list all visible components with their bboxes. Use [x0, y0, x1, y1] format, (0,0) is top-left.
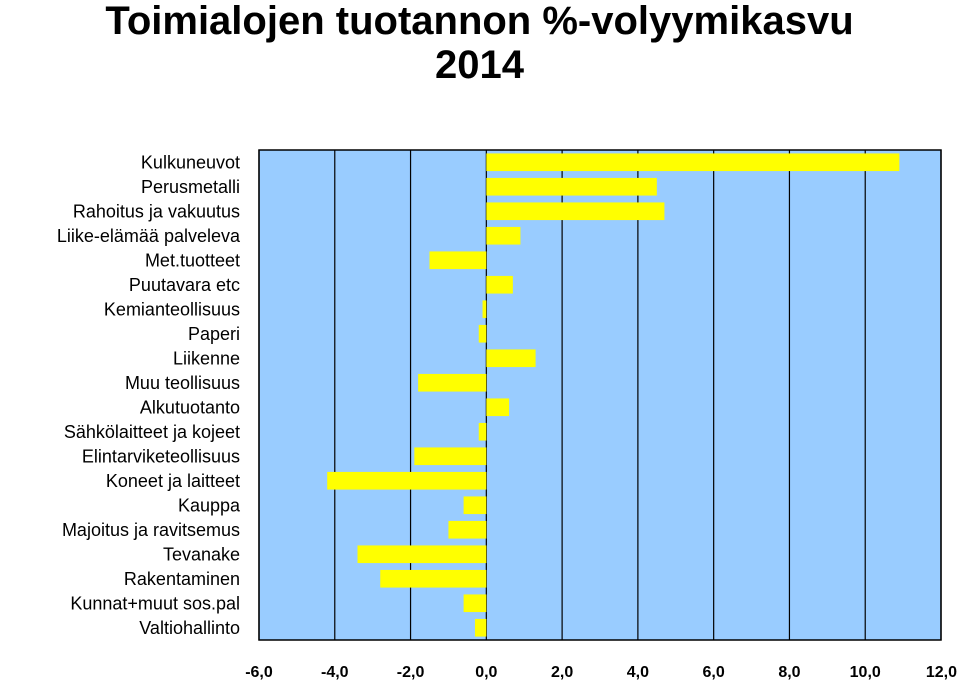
x-tick-label-7: 8,0 [778, 664, 800, 681]
bar-14 [463, 496, 487, 515]
bar-18 [463, 594, 487, 613]
bar-17 [380, 569, 487, 588]
category-label-19: Valtiohallinto [139, 618, 240, 638]
category-label-1: Perusmetalli [141, 177, 240, 197]
category-label-2: Rahoitus ja vakuutus [73, 201, 240, 221]
bar-5 [486, 275, 513, 294]
x-tick-label-2: -2,0 [397, 664, 425, 681]
bar-15 [448, 520, 487, 539]
category-label-0: Kulkuneuvot [141, 152, 240, 172]
x-tick-label-4: 2,0 [551, 664, 573, 681]
bar-8 [486, 349, 536, 368]
bar-13 [327, 471, 487, 490]
x-tick-label-6: 6,0 [703, 664, 725, 681]
category-label-16: Tevanake [163, 544, 240, 564]
gridlines [258, 150, 942, 640]
category-label-7: Paperi [188, 324, 240, 344]
x-tick-labels: -6,0 -4,0 -2,0 0,0 2,0 4,0 6,0 8,0 10,0 12,0 [245, 664, 957, 681]
x-tick-label-0: -6,0 [245, 664, 273, 681]
x-tick-label-5: 4,0 [627, 664, 649, 681]
bar-11 [478, 422, 487, 441]
chart-title-line2: 2014 [435, 43, 524, 87]
category-labels: Kulkuneuvot Perusmetalli Rahoitus ja vakuu… [57, 152, 241, 638]
x-tick-label-8: 10,0 [850, 664, 881, 681]
bar-2 [486, 202, 665, 221]
category-label-17: Rakentaminen [124, 569, 240, 589]
category-label-18: Kunnat+muut sos.pal [70, 593, 240, 613]
bars [327, 153, 900, 637]
plot-area [259, 150, 941, 640]
x-tick-label-9: 12,0 [926, 664, 957, 681]
category-label-10: Alkutuotanto [140, 397, 240, 417]
category-label-6: Kemianteollisuus [104, 299, 240, 319]
bar-16 [357, 545, 487, 564]
category-label-14: Kauppa [178, 495, 241, 515]
x-tick-label-3: 0,0 [475, 664, 497, 681]
x-tick-label-1: -4,0 [321, 664, 349, 681]
category-label-13: Koneet ja laitteet [106, 471, 240, 491]
plot-border [258, 149, 942, 641]
bar-7 [478, 324, 487, 343]
bar-12 [414, 447, 487, 466]
category-label-15: Majoitus ja ravitsemus [62, 520, 240, 540]
bar-6 [482, 300, 487, 319]
category-label-8: Liikenne [173, 348, 240, 368]
bar-19 [474, 618, 487, 637]
chart-title-line1: Toimialojen tuotannon %-volyymikasvu [105, 0, 854, 43]
category-label-5: Puutavara etc [129, 275, 240, 295]
category-label-11: Sähkölaitteet ja kojeet [64, 422, 240, 442]
bar-4 [429, 251, 487, 270]
category-label-3: Liike-elämää palveleva [57, 226, 241, 246]
bar-3 [486, 226, 521, 245]
bar-10 [486, 398, 510, 417]
bar-0 [486, 153, 900, 172]
bar-9 [418, 373, 487, 392]
bar-1 [486, 177, 657, 196]
category-label-4: Met.tuotteet [145, 250, 240, 270]
category-label-12: Elintarviketeollisuus [82, 446, 240, 466]
category-label-9: Muu teollisuus [125, 373, 240, 393]
